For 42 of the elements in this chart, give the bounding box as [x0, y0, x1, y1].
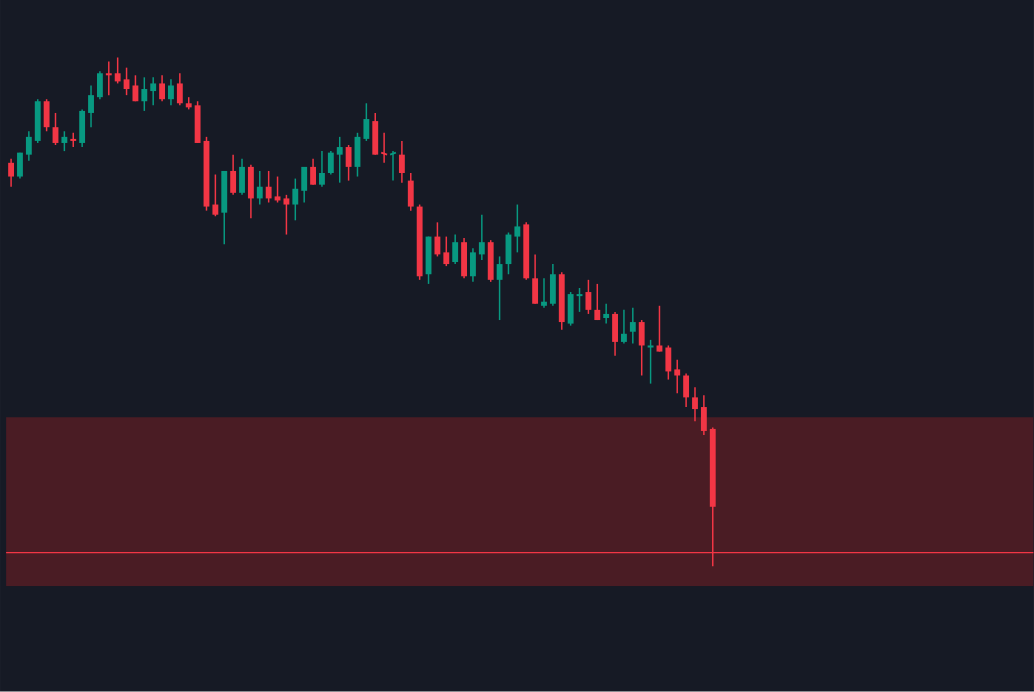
candlestick	[8, 158, 15, 188]
candlestick	[372, 112, 379, 156]
candlestick	[558, 271, 565, 331]
candlestick	[310, 158, 316, 186]
candlestick	[567, 291, 574, 327]
candlestick	[683, 372, 690, 409]
candlestick	[434, 221, 441, 258]
candlestick	[141, 76, 148, 112]
candlestick	[114, 56, 121, 85]
candlestick	[265, 170, 272, 204]
candlestick	[221, 170, 228, 246]
candlestick	[247, 164, 254, 220]
candlestick	[585, 279, 592, 315]
candlestick	[665, 344, 672, 381]
candlestick	[159, 74, 166, 103]
candlestick	[345, 144, 352, 182]
candlestick	[629, 307, 636, 345]
candlestick	[61, 130, 68, 153]
candlestick	[336, 136, 343, 184]
candlestick	[647, 339, 654, 385]
candlestick	[496, 255, 503, 322]
candlestick	[319, 150, 325, 188]
candlestick	[612, 311, 618, 357]
candlestick	[389, 150, 397, 182]
candlestick	[398, 140, 405, 184]
candlestick	[283, 194, 290, 236]
candlestick	[594, 283, 601, 322]
candlestick	[549, 263, 556, 307]
candlestick	[621, 309, 627, 345]
candlestick	[176, 72, 183, 107]
candlestick	[532, 253, 539, 305]
candlestick	[407, 172, 414, 212]
candlestick	[603, 303, 610, 325]
candlestick	[487, 239, 494, 283]
candlestick	[239, 158, 245, 196]
candlestick	[230, 154, 237, 196]
candlestick	[452, 234, 459, 266]
candlestick	[461, 237, 467, 280]
candlestick	[43, 98, 50, 133]
candlestick	[168, 78, 174, 107]
candlestick	[638, 319, 645, 377]
candlestick	[256, 170, 263, 206]
